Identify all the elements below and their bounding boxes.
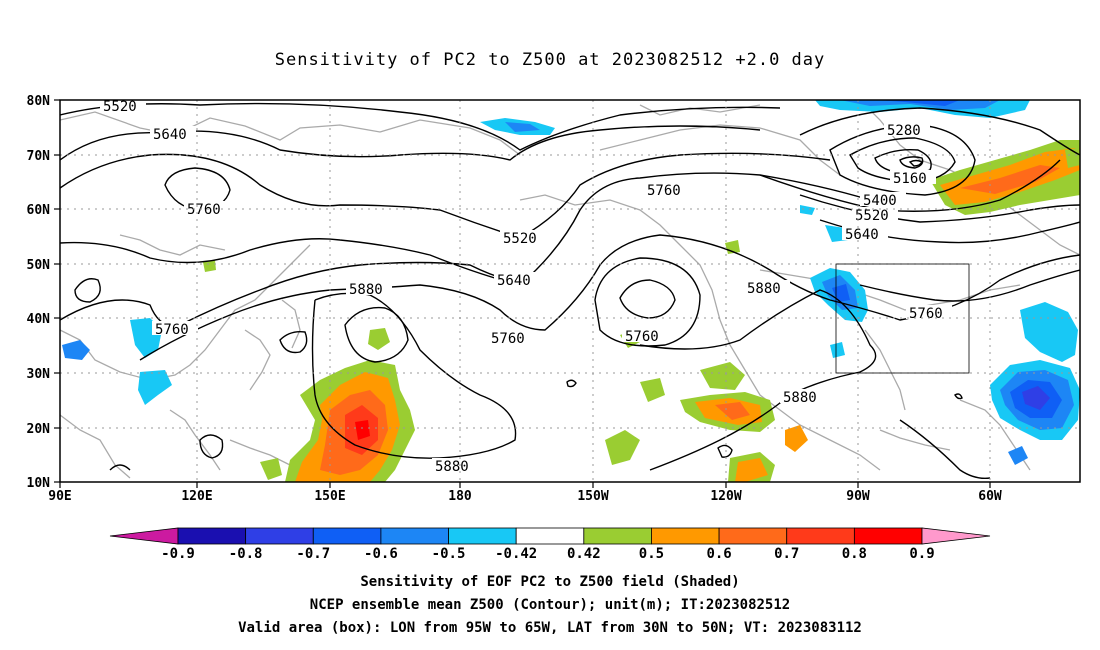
lon-label: 90E xyxy=(48,489,71,504)
lon-label: 120W xyxy=(710,489,741,504)
contour-label: 5880 xyxy=(783,390,817,406)
colorbar-label: 0.5 xyxy=(639,546,664,562)
colorbar-label: 0.6 xyxy=(706,546,731,562)
contour-label: 5760 xyxy=(647,183,681,199)
lat-label: 40N xyxy=(27,312,51,327)
colorbar-box xyxy=(380,527,449,545)
colorbar-end-low xyxy=(109,527,179,545)
colorbar-box xyxy=(245,527,314,545)
colorbar-label: 0.9 xyxy=(909,546,934,562)
contour-label: 5640 xyxy=(845,227,879,243)
colorbar-label: -0.7 xyxy=(296,546,330,562)
map-title: Sensitivity of PC2 to Z500 at 2023082512… xyxy=(274,50,826,70)
colorbar-box xyxy=(651,527,720,545)
positive-sensitivity-shading xyxy=(203,140,1080,482)
contour-label: 5640 xyxy=(153,127,187,143)
negative-sensitivity-shading xyxy=(62,100,1080,465)
contour-label: 5520 xyxy=(855,208,889,224)
colorbar-label: -0.42 xyxy=(495,546,537,562)
lat-label: 20N xyxy=(27,422,51,437)
contour-label: 5880 xyxy=(747,281,781,297)
contour-label: 5880 xyxy=(349,282,383,298)
contour-label: 5520 xyxy=(103,99,137,115)
colorbar-box xyxy=(853,527,923,545)
colorbar-label: 0.42 xyxy=(567,546,601,562)
map-content: 5520 5640 5760 5760 5280 5160 5400 5520 … xyxy=(60,99,1080,482)
lon-label: 150E xyxy=(314,489,345,504)
contour-label: 5640 xyxy=(497,273,531,289)
colorbar-box xyxy=(177,527,247,545)
colorbar-label: -0.8 xyxy=(229,546,263,562)
colorbar-box xyxy=(786,527,855,545)
contour-label: 5760 xyxy=(909,306,943,322)
contour-labels: 5520 5640 5760 5760 5280 5160 5400 5520 … xyxy=(100,99,952,475)
colorbar: -0.9 -0.8 -0.7 -0.6 -0.5 -0.42 0.42 0.5 0.6 0.7 0.… xyxy=(109,527,991,562)
map-frame xyxy=(59,99,1081,483)
footer-line-contour: NCEP ensemble mean Z500 (Contour); unit(… xyxy=(309,597,791,613)
contour-label: 5760 xyxy=(187,202,221,218)
sensitivity-map: 5520 5640 5760 5760 5280 5160 5400 5520 … xyxy=(27,94,1081,562)
colorbar-box xyxy=(515,527,585,545)
colorbar-label: -0.9 xyxy=(161,546,195,562)
lon-label: 120E xyxy=(181,489,212,504)
footer-line-valid-area: Valid area (box): LON from 95W to 65W, L… xyxy=(238,620,862,636)
map-grid xyxy=(60,100,1080,482)
lat-label: 70N xyxy=(27,149,51,164)
lat-label: 30N xyxy=(27,367,51,382)
tick-marks xyxy=(54,99,991,488)
contour-label: 5280 xyxy=(887,123,921,139)
colorbar-box xyxy=(583,527,652,545)
colorbar-label: -0.5 xyxy=(432,546,466,562)
colorbar-label: -0.6 xyxy=(364,546,398,562)
lat-label: 50N xyxy=(27,258,51,273)
z500-contours xyxy=(60,102,1080,480)
lon-label: 180 xyxy=(448,489,472,504)
contour-label: 5760 xyxy=(625,329,659,345)
colorbar-box xyxy=(448,527,517,545)
contour-label: 5520 xyxy=(503,231,537,247)
lat-label: 10N xyxy=(27,476,51,491)
contour-label: 5400 xyxy=(863,193,897,209)
colorbar-box xyxy=(718,527,788,545)
contour-label: 5760 xyxy=(155,322,189,338)
valid-area-box xyxy=(835,263,970,374)
contour-label: 5880 xyxy=(435,459,469,475)
lat-label: 60N xyxy=(27,203,51,218)
colorbar-end-high xyxy=(921,527,991,545)
longitude-labels: 90E 120E 150E 180 150W 120W 90W 60W xyxy=(48,489,1002,504)
footer-line-shading: Sensitivity of EOF PC2 to Z500 field (Sh… xyxy=(360,574,740,590)
colorbar-label: 0.8 xyxy=(842,546,867,562)
lon-label: 150W xyxy=(577,489,608,504)
lon-label: 60W xyxy=(978,489,1002,504)
contour-label: 5760 xyxy=(491,331,525,347)
lon-label: 90W xyxy=(846,489,870,504)
contour-label: 5160 xyxy=(893,171,927,187)
latitude-labels: 80N 70N 60N 50N 40N 30N 20N 10N xyxy=(27,94,51,491)
colorbar-box xyxy=(312,527,382,545)
colorbar-label: 0.7 xyxy=(774,546,799,562)
lat-label: 80N xyxy=(27,94,51,109)
